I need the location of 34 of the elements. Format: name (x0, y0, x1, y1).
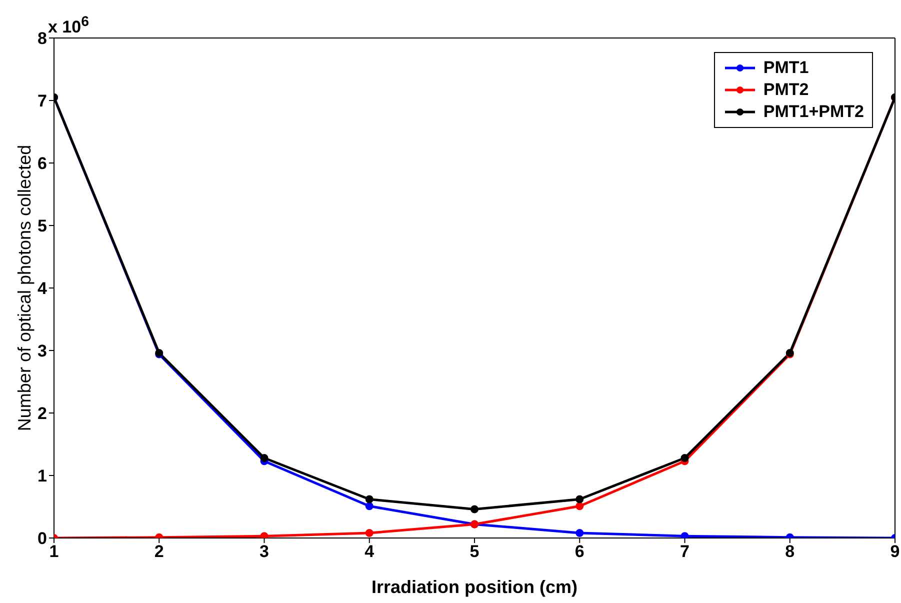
y-axis-title: Number of optical photons collected (14, 144, 34, 432)
x-tick-label: 3 (260, 542, 269, 562)
legend-label: PMT1 (763, 58, 809, 78)
point (470, 505, 478, 514)
y-tick-label: 4 (38, 279, 48, 298)
y-tick-label: 1 (38, 466, 47, 486)
y-tick-label: 2 (38, 404, 47, 424)
point (365, 495, 374, 504)
legend-label: PMT1+PMT2 (763, 102, 864, 122)
point (576, 502, 584, 510)
legend-label: PMT2 (763, 80, 809, 100)
x-tick-label: 7 (680, 542, 690, 562)
point (365, 529, 374, 537)
x-tick-label: 6 (574, 542, 584, 562)
y-tick-label: 8 (38, 29, 47, 48)
x-tick-label: 2 (154, 542, 164, 562)
y-tick-label: 6 (38, 154, 47, 174)
y-tick-label: 7 (38, 92, 47, 111)
point (260, 454, 268, 462)
x-tick-label: 5 (470, 542, 480, 562)
point (260, 532, 268, 538)
y-tick-label: 5 (38, 216, 47, 236)
y-tick-label: 0 (38, 529, 47, 548)
point (680, 454, 689, 462)
x-tick-label: 4 (364, 542, 375, 562)
x-tick-label: 9 (890, 542, 900, 562)
y-tick-label: 3 (38, 342, 47, 361)
x-tick-label: 8 (785, 542, 795, 562)
point (680, 532, 689, 538)
point (576, 529, 584, 537)
point (365, 502, 374, 510)
point (576, 495, 584, 504)
x-axis-title: Irradiation position (cm) (371, 577, 578, 597)
text: x 10$^{6}$ (48, 14, 89, 38)
